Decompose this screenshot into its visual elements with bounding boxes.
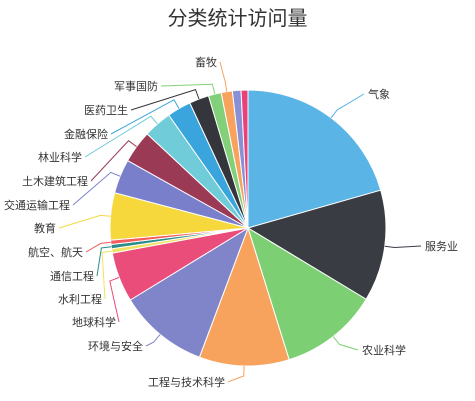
chart-title: 分类统计访问量 (167, 6, 308, 30)
slice-label: 航空、航天 (28, 245, 83, 259)
slice-label: 交通运输工程 (4, 198, 70, 212)
leader-line (85, 241, 111, 253)
pie-slice[interactable] (129, 226, 249, 358)
slice-label: 工程与技术科学 (148, 375, 225, 389)
slice-label: 服务业 (425, 240, 458, 253)
leader-line (84, 115, 158, 158)
leader-line (219, 61, 228, 92)
slice-label: 教育 (34, 221, 56, 235)
leader-line (110, 99, 180, 135)
slice-label: 林业科学 (38, 150, 82, 164)
slice-label: 气象 (368, 87, 390, 101)
slice-label: 军事国防 (114, 79, 158, 93)
slice-label: 环境与安全 (88, 339, 143, 353)
slice-label: 医药卫生 (84, 103, 128, 117)
leader-line (332, 336, 359, 351)
leader-line (109, 276, 120, 323)
slice-label: 通信工程 (50, 270, 94, 283)
leader-line (58, 214, 111, 229)
slice-label: 地球科学 (72, 315, 116, 329)
slice-label: 土木建筑工程 (22, 174, 88, 188)
pie-slice[interactable] (247, 89, 382, 229)
leader-line (227, 365, 245, 383)
pie-slice[interactable] (246, 189, 387, 300)
leader-line (160, 83, 216, 95)
pie-slice[interactable] (247, 226, 367, 361)
slice-label: 金融保险 (64, 127, 108, 141)
leader-line (96, 246, 112, 277)
pie-slice[interactable] (240, 89, 249, 229)
leader-line (145, 334, 161, 347)
slice-label: 畜牧 (195, 55, 217, 69)
slice-label: 水利工程 (58, 293, 102, 306)
leader-line (101, 250, 112, 300)
leader-line (330, 93, 365, 119)
slice-label: 农业科学 (362, 343, 406, 357)
leader-line (90, 140, 137, 182)
leader-line (72, 171, 121, 206)
leader-line (130, 88, 200, 111)
leader-line (384, 245, 422, 249)
